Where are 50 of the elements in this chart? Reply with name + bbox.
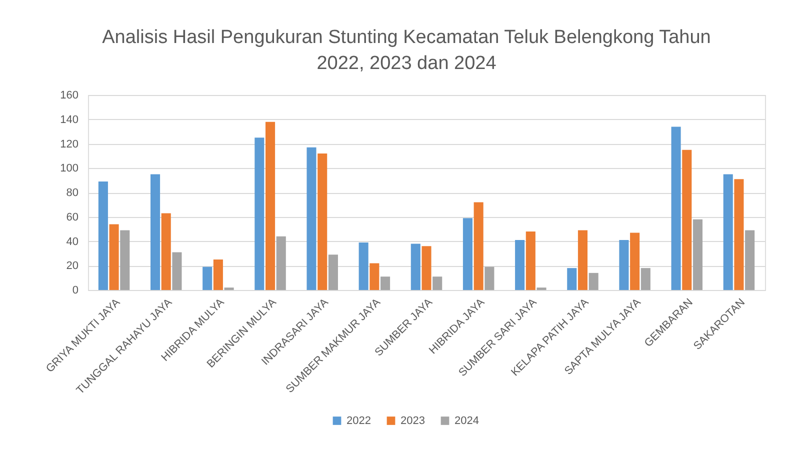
chart-title: Analisis Hasil Pengukuran Stunting Kecamatan Teluk Belengkong Tahun 2022, 2023 dan 2024 [102,27,711,74]
y-tick-label: 120 [60,138,78,150]
y-tick-label: 40 [66,236,78,248]
bar [671,126,681,290]
bar [515,240,525,290]
bar [370,263,380,290]
bar [276,236,286,290]
bar [358,242,368,290]
legend-label: 2024 [454,414,479,427]
bar [682,150,692,290]
bar [578,230,588,290]
bar [161,213,171,290]
bar [745,230,755,290]
bar [172,252,182,290]
bar [422,246,432,290]
y-tick-label: 20 [66,260,78,272]
bar [526,232,536,290]
bar [98,182,108,290]
bar [328,254,338,290]
legend-label: 2023 [400,414,425,427]
bar [630,232,640,290]
bar [306,147,316,290]
bar [202,266,212,290]
bar [213,260,223,290]
y-tick-label: 140 [60,114,78,126]
bar [254,138,264,290]
y-tick-label: 0 [72,284,78,296]
bar [734,179,744,290]
bar [318,154,328,290]
y-tick-label: 60 [66,211,78,224]
bar [109,224,119,290]
bar [410,244,420,290]
bar [619,240,629,290]
bar [692,219,703,290]
bar [567,268,577,290]
bar [462,218,472,290]
bar [588,272,598,290]
bar [380,276,390,290]
bar [432,276,442,290]
bar [265,122,276,290]
bar [723,174,733,290]
legend-label: 2022 [346,414,371,427]
bar [150,174,160,290]
bar [474,202,484,290]
bar [120,230,130,290]
y-tick-label: 100 [60,162,78,175]
y-tick-label: 160 [60,90,78,102]
y-tick-label: 80 [66,187,78,199]
bar [484,266,494,290]
bar [640,268,650,290]
